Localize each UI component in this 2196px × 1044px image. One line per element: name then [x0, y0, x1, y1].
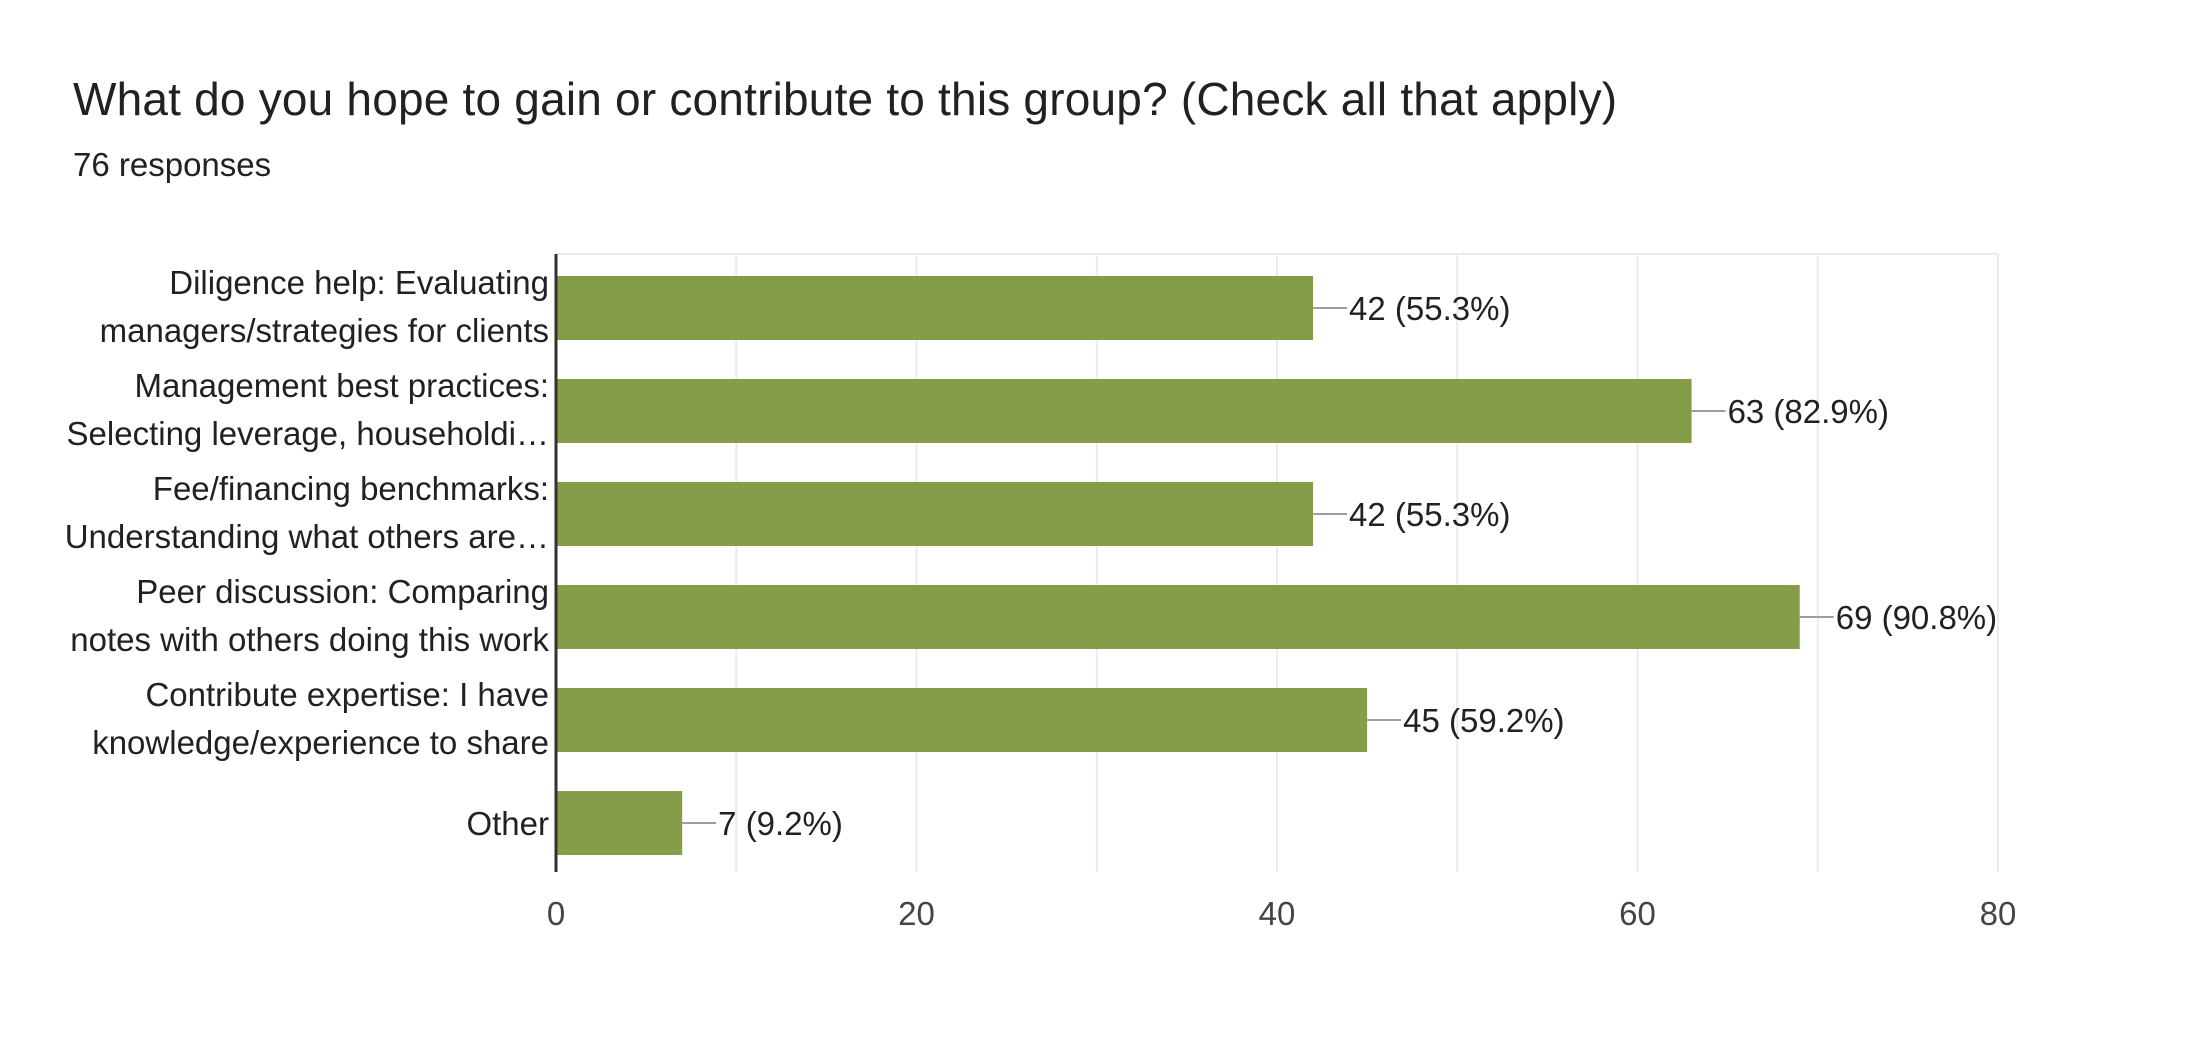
x-tick-label: 20	[898, 895, 935, 932]
category-label: Contribute expertise: I have	[145, 676, 549, 713]
response-count: 76 responses	[73, 146, 272, 183]
x-tick-label: 60	[1619, 895, 1656, 932]
data-label: 42 (55.3%)	[1349, 290, 1510, 327]
x-tick-label: 40	[1259, 895, 1296, 932]
category-label: Diligence help: Evaluating	[169, 264, 549, 301]
bar	[556, 276, 1314, 340]
category-label: Selecting leverage, householdi…	[67, 415, 549, 452]
x-tick-label: 80	[1980, 895, 2017, 932]
x-tick-label: 0	[547, 895, 565, 932]
bar	[556, 585, 1800, 649]
data-label: 7 (9.2%)	[718, 805, 843, 842]
data-label: 69 (90.8%)	[1836, 599, 1997, 636]
bar	[556, 379, 1692, 443]
category-label: managers/strategies for clients	[100, 312, 549, 349]
bar	[556, 791, 683, 855]
bar	[556, 482, 1314, 546]
category-label: Understanding what others are…	[65, 518, 549, 555]
category-label: knowledge/experience to share	[92, 724, 549, 761]
bar	[556, 688, 1368, 752]
category-label: Peer discussion: Comparing	[136, 573, 549, 610]
data-label: 42 (55.3%)	[1349, 496, 1510, 533]
chart-title: What do you hope to gain or contribute t…	[73, 73, 1618, 125]
data-label: 45 (59.2%)	[1403, 702, 1564, 739]
category-label: Management best practices:	[134, 367, 549, 404]
data-label: 63 (82.9%)	[1728, 393, 1889, 430]
category-label: Other	[466, 805, 549, 842]
category-label: Fee/financing benchmarks:	[153, 470, 549, 507]
category-label: notes with others doing this work	[70, 621, 549, 658]
